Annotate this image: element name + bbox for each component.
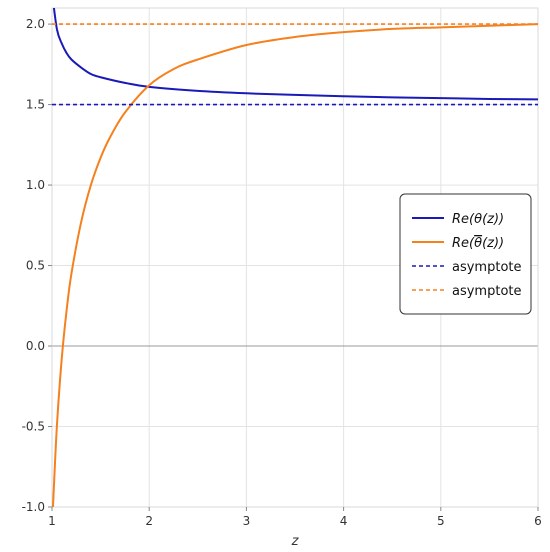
x-tick-label: 3: [243, 514, 251, 528]
x-tick-label: 2: [145, 514, 153, 528]
series-line-2: [52, 23, 538, 507]
legend-label-2: Re(θ(z)): [452, 236, 504, 251]
legend-label-1: Re(θ(z)): [452, 212, 504, 227]
y-tick-label: 1.5: [26, 98, 45, 112]
legend-label-3: asymptote: [452, 260, 522, 275]
plot-frame: [51, 7, 539, 508]
legend: Re(θ(z)) Re(θ(z)) asymptote asymptote: [399, 193, 532, 315]
legend-box: [399, 193, 532, 315]
x-tick-label: 6: [534, 514, 542, 528]
legend-label-4: asymptote: [452, 284, 522, 299]
y-tick-label: 1.0: [26, 178, 45, 192]
x-tick-label: 1: [48, 514, 56, 528]
y-tick-label: 0.5: [26, 259, 45, 273]
series-line-1: [52, 8, 538, 101]
series-lines: [52, 8, 538, 507]
y-tick-label: 2.0: [26, 17, 45, 31]
x-axis-title: z: [291, 534, 300, 549]
y-tick-label: -1.0: [22, 500, 45, 514]
axes: [48, 7, 539, 511]
y-tick-label: 0.0: [26, 339, 45, 353]
x-tick-label: 5: [437, 514, 445, 528]
y-tick-label: -0.5: [22, 420, 45, 434]
x-tick-label: 4: [340, 514, 348, 528]
tick-labels: 1 2 3 4 5 6 -1.0 -0.5 0.0 0.5 1.0 1.5 2.0: [22, 17, 542, 528]
